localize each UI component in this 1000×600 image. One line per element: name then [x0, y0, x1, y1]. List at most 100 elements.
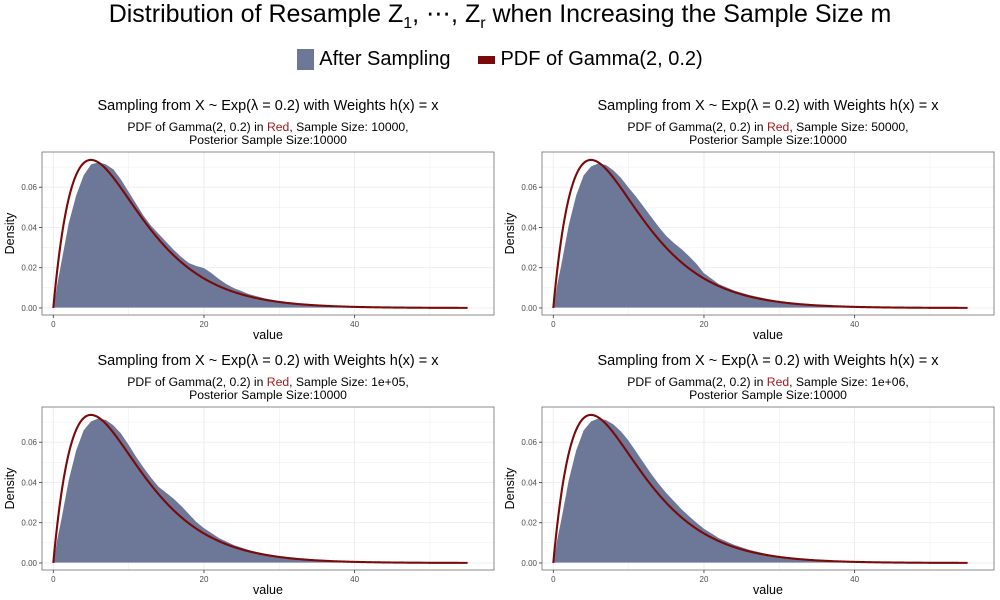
x-tick-label: 20 [200, 575, 209, 584]
panel-subtitle-size: , Sample Size: 1e+05, [289, 375, 409, 389]
y-tick-label: 0.04 [521, 223, 537, 232]
legend-item-after-sampling: After Sampling [297, 48, 450, 71]
y-tick-label: 0.00 [21, 304, 37, 313]
panel-border [41, 406, 495, 571]
y-tick-label: 0.02 [21, 264, 37, 273]
legend: After Sampling PDF of Gamma(2, 0.2) [0, 48, 1000, 71]
panel-subtitle-pre: PDF of Gamma(2, 0.2) in [627, 120, 767, 134]
panel-subtitle-pre: PDF of Gamma(2, 0.2) in [627, 375, 767, 389]
gamma-pdf-line [52, 413, 468, 564]
y-tick-label: 0.06 [21, 183, 37, 192]
x-tick-label: 40 [850, 575, 859, 584]
panel-title-rest: = 0.2) with Weights h(x) = x [258, 98, 439, 114]
gamma-pdf-line [552, 413, 968, 564]
legend-label-after-sampling: After Sampling [319, 48, 451, 70]
x-tick-label: 40 [350, 575, 359, 584]
y-tick-label: 0.04 [521, 478, 537, 487]
y-tick-label: 0.04 [21, 478, 37, 487]
x-tick-label: 0 [51, 320, 56, 329]
y-tick-label: 0.06 [21, 438, 37, 447]
panel-title-pre: Sampling from X ~ Exp( [97, 353, 251, 369]
panel-subtitle: PDF of Gamma(2, 0.2) in Red, Sample Size… [627, 375, 908, 389]
x-tick-label: 0 [551, 320, 556, 329]
panel-title-lambda: λ [251, 353, 259, 369]
panel-title-pre: Sampling from X ~ Exp( [597, 98, 751, 114]
panel-title: Sampling from X ~ Exp(λ = 0.2) with Weig… [97, 98, 439, 114]
y-axis-label: Density [503, 212, 517, 254]
legend-swatch-line [478, 55, 496, 64]
figure-title: Distribution of Resample Z1, ⋯, Zr when … [0, 0, 1000, 38]
density-area [553, 162, 969, 309]
panel-title-pre: Sampling from X ~ Exp( [97, 98, 251, 114]
panel-border [541, 151, 995, 316]
panel-title-lambda: λ [251, 98, 259, 114]
panel-subtitle-line2: Posterior Sample Size:10000 [189, 133, 347, 147]
panel-subtitle-pre: PDF of Gamma(2, 0.2) in [127, 375, 267, 389]
y-tick-label: 0.02 [521, 519, 537, 528]
x-tick-label: 40 [850, 320, 859, 329]
gamma-pdf-line [52, 158, 468, 309]
y-axis-label: Density [503, 467, 517, 509]
panel-subtitle-red: Red [267, 120, 289, 134]
legend-item-gamma-pdf: PDF of Gamma(2, 0.2) [478, 48, 703, 71]
density-area [553, 417, 969, 564]
panel-title-rest: = 0.2) with Weights h(x) = x [758, 353, 939, 369]
x-axis-label: value [753, 328, 783, 342]
y-tick-label: 0.00 [521, 559, 537, 568]
x-tick-label: 0 [551, 575, 556, 584]
panel-title-rest: = 0.2) with Weights h(x) = x [758, 98, 939, 114]
y-tick-label: 0.02 [521, 264, 537, 273]
panel-subtitle-size: , Sample Size: 50000, [789, 120, 908, 134]
x-tick-label: 40 [350, 320, 359, 329]
panel-subtitle-line2: Posterior Sample Size:10000 [189, 388, 347, 402]
figure-title-sub1: 1 [403, 15, 413, 32]
x-axis-label: value [253, 328, 283, 342]
density-area [53, 417, 469, 564]
panel-title: Sampling from X ~ Exp(λ = 0.2) with Weig… [597, 353, 939, 369]
panel-subtitle: PDF of Gamma(2, 0.2) in Red, Sample Size… [127, 120, 408, 134]
density-area [53, 161, 469, 309]
y-axis-label: Density [3, 212, 17, 254]
panel-subtitle-line2: Posterior Sample Size:10000 [689, 133, 847, 147]
figure-title-main: Distribution of Resample Z [108, 0, 404, 28]
panel-subtitle-pre: PDF of Gamma(2, 0.2) in [127, 120, 267, 134]
x-axis-label: value [253, 583, 283, 597]
x-tick-label: 20 [700, 320, 709, 329]
y-tick-label: 0.04 [21, 223, 37, 232]
x-tick-label: 20 [200, 320, 209, 329]
y-tick-label: 0.00 [21, 559, 37, 568]
chart-panel-4: Sampling from X ~ Exp(λ = 0.2) with Weig… [503, 353, 995, 597]
figure-title-mid: , ⋯, Z [412, 0, 481, 28]
figure-title-subr: r [480, 15, 486, 32]
panel-subtitle: PDF of Gamma(2, 0.2) in Red, Sample Size… [127, 375, 408, 389]
panel-title-pre: Sampling from X ~ Exp( [597, 353, 751, 369]
panel-subtitle-size: , Sample Size: 1e+06, [789, 375, 909, 389]
figure-title-end: when Increasing the Sample Size m [485, 0, 892, 28]
y-tick-label: 0.06 [521, 183, 537, 192]
y-axis-label: Density [3, 467, 17, 509]
panel-title: Sampling from X ~ Exp(λ = 0.2) with Weig… [597, 98, 939, 114]
legend-label-gamma-pdf: PDF of Gamma(2, 0.2) [500, 48, 703, 70]
panel-title: Sampling from X ~ Exp(λ = 0.2) with Weig… [97, 353, 439, 369]
x-axis-label: value [753, 583, 783, 597]
y-tick-label: 0.06 [521, 438, 537, 447]
x-tick-label: 20 [700, 575, 709, 584]
panel-subtitle-size: , Sample Size: 10000, [289, 120, 408, 134]
legend-swatch-fill [297, 49, 315, 70]
chart-panel-1: Sampling from X ~ Exp(λ = 0.2) with Weig… [3, 98, 495, 342]
y-tick-label: 0.02 [21, 519, 37, 528]
panel-subtitle-red: Red [267, 375, 289, 389]
panel-subtitle: PDF of Gamma(2, 0.2) in Red, Sample Size… [627, 120, 908, 134]
panel-border [541, 406, 995, 571]
chart-panel-3: Sampling from X ~ Exp(λ = 0.2) with Weig… [3, 353, 495, 597]
x-tick-label: 0 [51, 575, 56, 584]
y-tick-label: 0.00 [521, 304, 537, 313]
panel-title-lambda: λ [751, 353, 759, 369]
panel-subtitle-line2: Posterior Sample Size:10000 [689, 388, 847, 402]
panel-title-rest: = 0.2) with Weights h(x) = x [258, 353, 439, 369]
gamma-pdf-line [552, 158, 968, 309]
panel-subtitle-red: Red [767, 120, 789, 134]
chart-panel-2: Sampling from X ~ Exp(λ = 0.2) with Weig… [503, 98, 995, 342]
panel-border [41, 151, 495, 316]
panel-title-lambda: λ [751, 98, 759, 114]
